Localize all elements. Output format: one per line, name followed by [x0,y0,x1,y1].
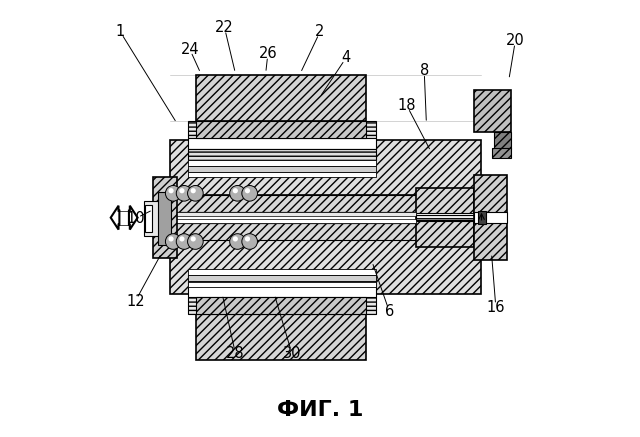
Bar [479,211,486,224]
Bar [474,212,507,223]
Bar [188,121,376,138]
Text: 22: 22 [215,20,234,35]
Circle shape [245,188,250,193]
Circle shape [188,185,203,201]
Text: 2: 2 [316,24,324,39]
Circle shape [242,185,257,201]
Bar [415,188,474,247]
Bar [188,282,376,287]
Bar [188,286,376,297]
Bar [188,275,376,281]
Bar [170,212,481,223]
Bar [145,205,152,232]
Bar [415,215,479,220]
Circle shape [176,234,192,250]
Bar [188,160,376,166]
Text: 10: 10 [126,211,145,226]
Bar [170,223,481,240]
Circle shape [168,188,173,193]
Bar [188,275,376,286]
Circle shape [176,185,192,201]
Text: 8: 8 [420,63,429,78]
Bar [196,121,365,138]
Bar [188,149,376,160]
Text: 4: 4 [341,50,351,66]
Text: 18: 18 [397,98,416,113]
Circle shape [191,188,196,193]
Bar [188,172,376,177]
Bar [153,177,177,257]
Circle shape [230,185,245,201]
Bar [158,192,171,245]
FancyArrow shape [129,206,138,229]
FancyArrow shape [111,206,120,229]
Bar [196,75,365,121]
Circle shape [168,236,173,242]
Circle shape [179,188,184,193]
Bar [492,148,511,158]
Text: 16: 16 [486,300,505,315]
Bar [474,175,507,260]
Circle shape [245,236,250,242]
Bar [474,90,511,132]
Circle shape [230,234,245,250]
Bar [196,314,365,360]
Text: 30: 30 [282,346,301,361]
Text: 24: 24 [180,42,199,57]
Text: 20: 20 [506,33,525,48]
Bar [188,297,376,314]
Text: 6: 6 [385,304,394,319]
Circle shape [233,188,238,193]
Text: 28: 28 [226,346,244,361]
Circle shape [242,234,257,250]
Bar [188,138,376,149]
Bar [196,297,365,314]
Text: 12: 12 [126,294,145,309]
Circle shape [165,185,181,201]
Bar [170,212,415,216]
Bar [144,201,161,236]
Circle shape [233,236,238,242]
Circle shape [165,234,181,250]
Text: 1: 1 [116,24,125,39]
Circle shape [188,234,203,250]
Bar [120,211,129,225]
Bar [188,166,376,172]
Bar [170,194,481,212]
Bar [170,240,481,295]
Circle shape [191,236,196,242]
Bar [415,213,479,221]
Text: 26: 26 [259,46,277,61]
Bar [170,140,481,194]
Bar [493,132,511,149]
Bar [170,219,415,223]
Text: ФИГ. 1: ФИГ. 1 [277,399,363,420]
Circle shape [179,236,184,242]
Bar [188,269,376,275]
